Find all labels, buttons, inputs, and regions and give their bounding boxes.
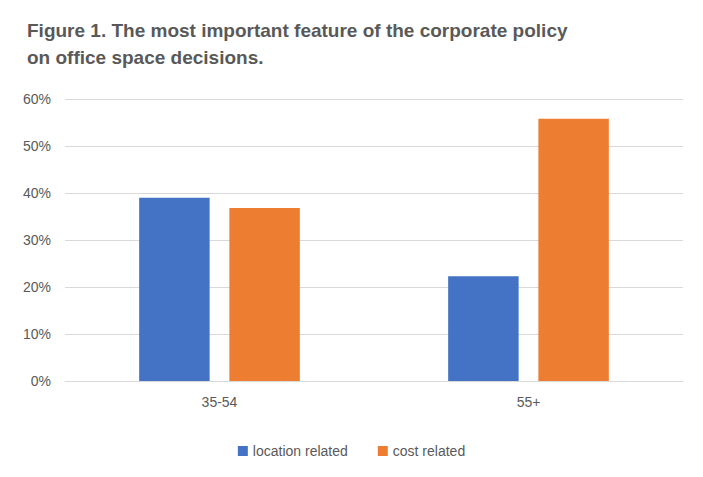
- svg-text:cost related: cost related: [393, 443, 465, 459]
- svg-text:on office space decisions.: on office space decisions.: [27, 47, 264, 68]
- svg-text:30%: 30%: [23, 232, 51, 248]
- svg-text:Figure 1. The most important f: Figure 1. The most important feature of …: [27, 20, 573, 41]
- svg-text:40%: 40%: [23, 185, 51, 201]
- svg-text:20%: 20%: [23, 279, 51, 295]
- svg-text:60%: 60%: [23, 91, 51, 107]
- svg-text:50%: 50%: [23, 138, 51, 154]
- svg-text:0%: 0%: [31, 373, 51, 389]
- svg-text:35-54: 35-54: [202, 394, 238, 410]
- svg-text:location related: location related: [253, 443, 348, 459]
- svg-text:10%: 10%: [23, 326, 51, 342]
- svg-text:55+: 55+: [517, 394, 541, 410]
